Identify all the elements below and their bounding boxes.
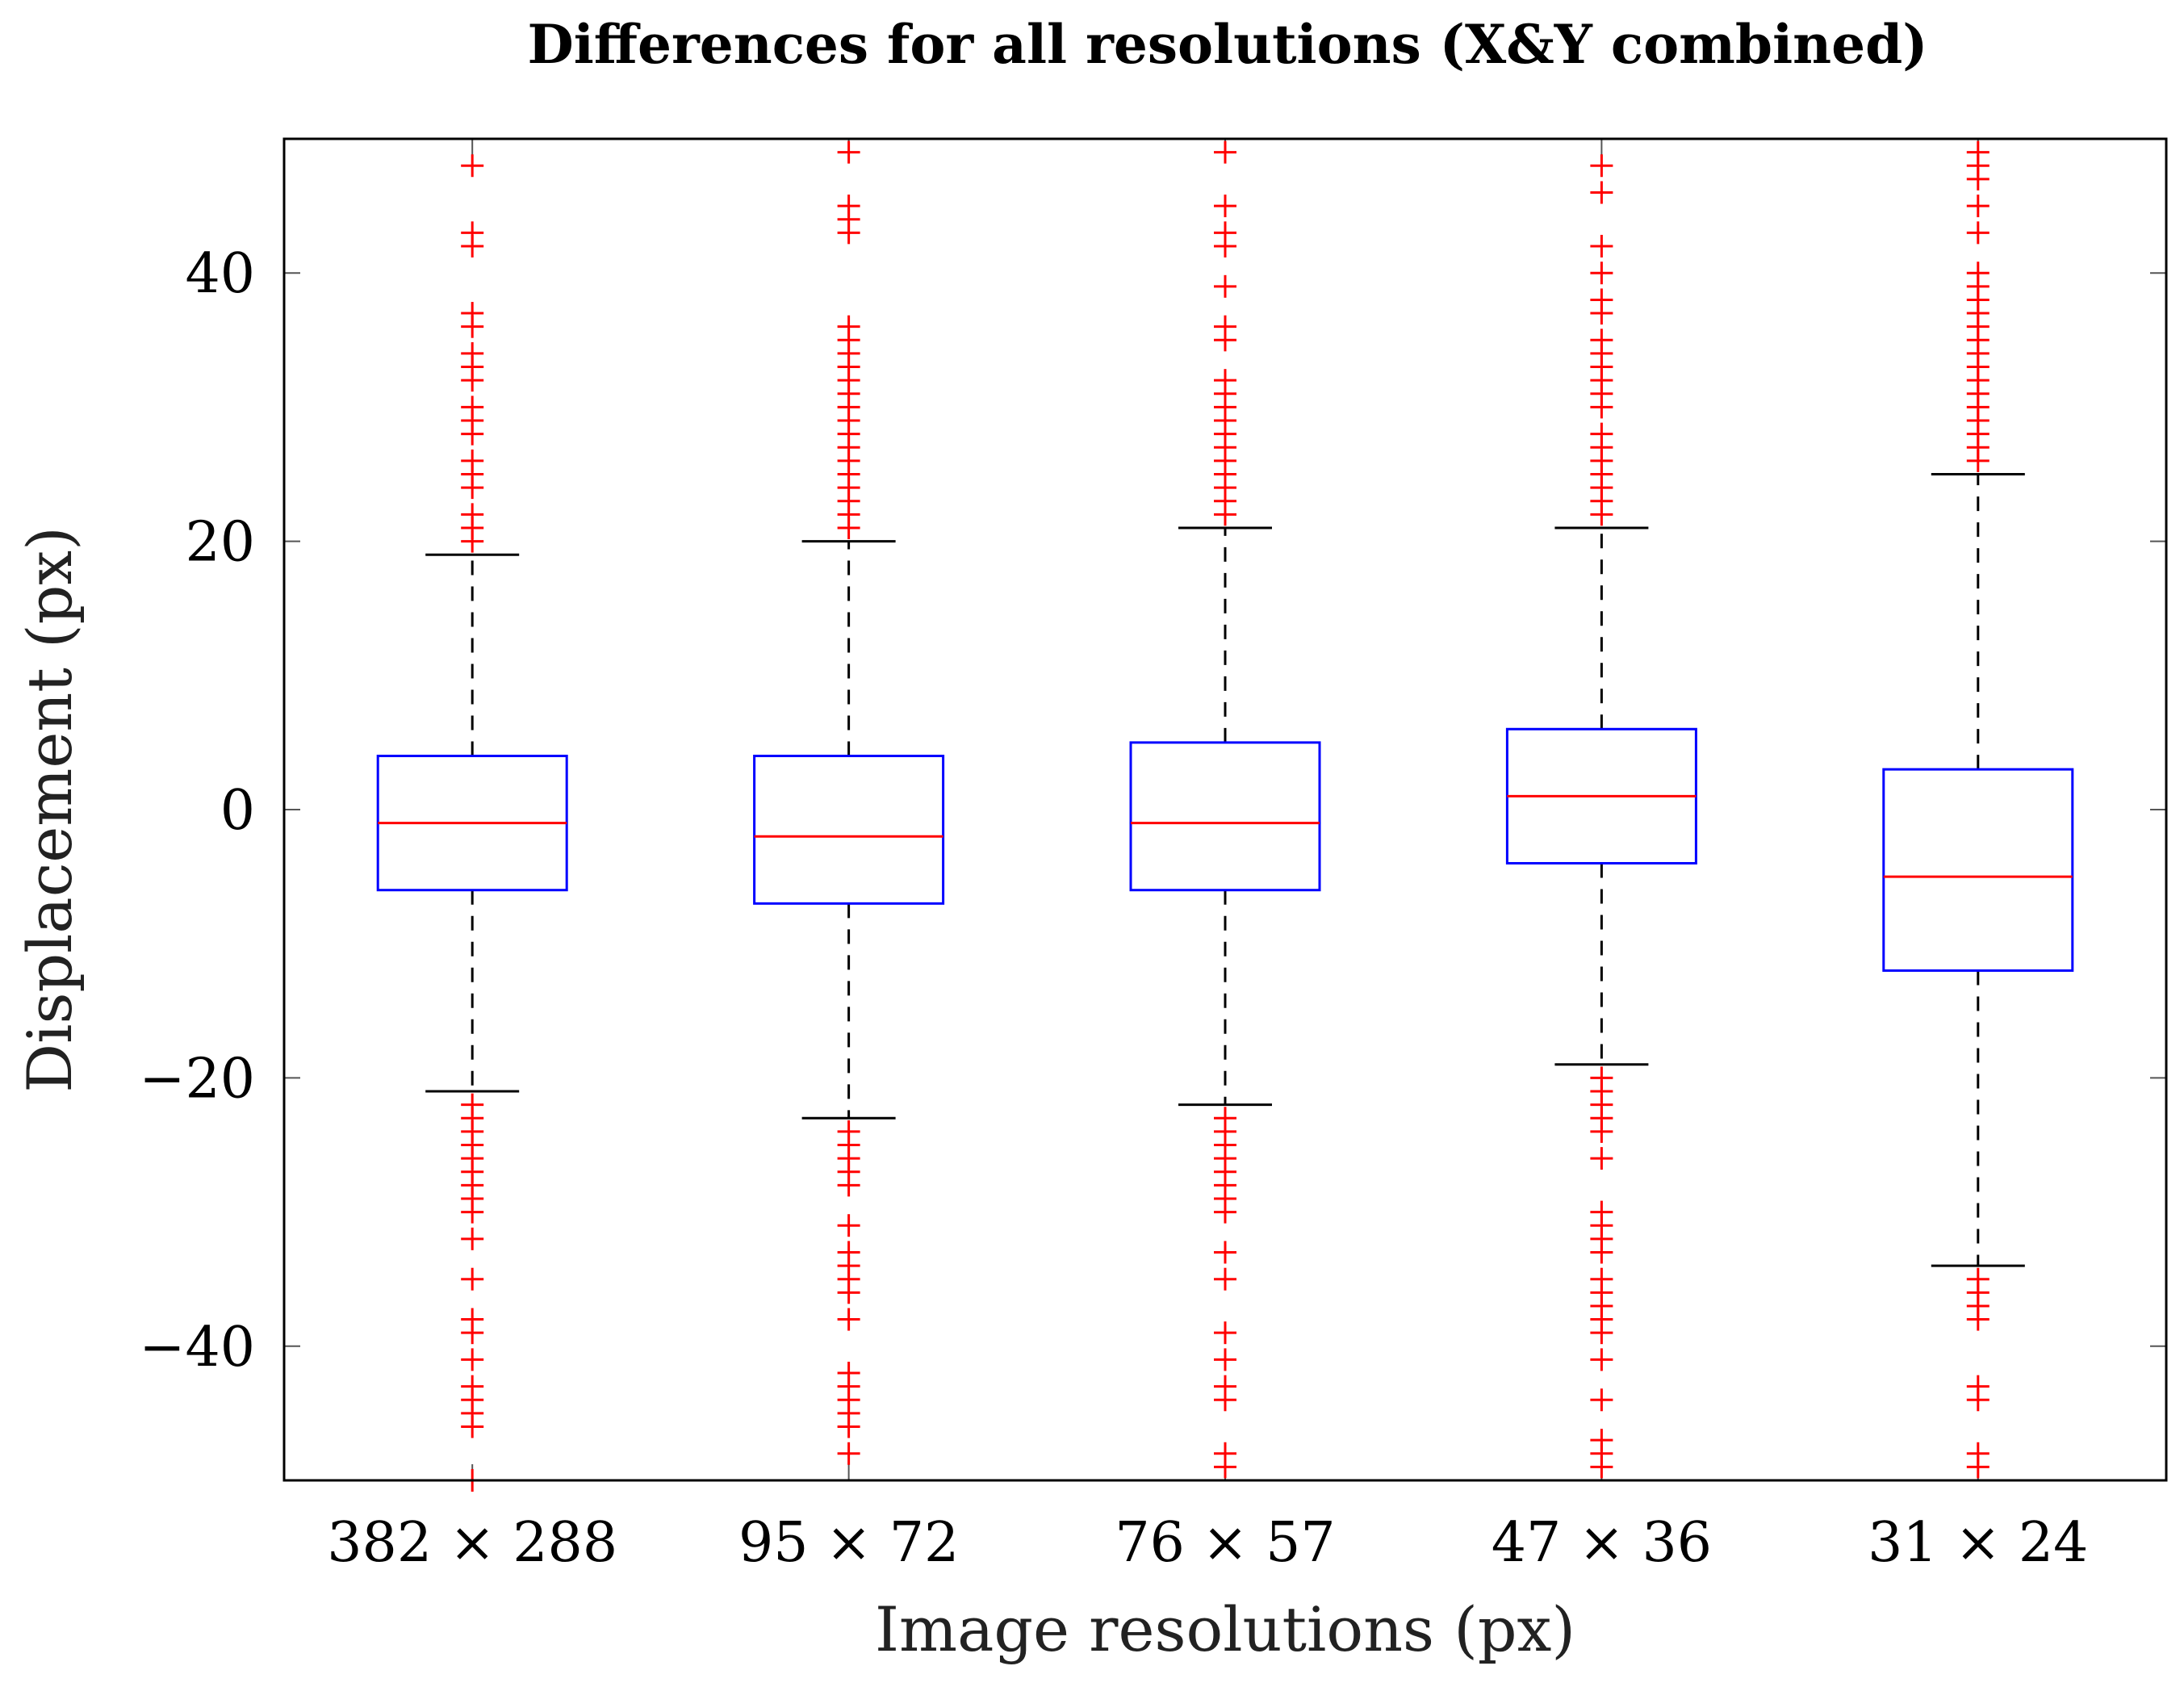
chart-title: Differences for all resolutions (X&Y com… [527,13,1927,76]
outlier-marker [1214,234,1236,257]
outlier-marker [837,1214,860,1237]
outlier-marker [461,234,484,257]
outlier-marker [1966,1388,1989,1412]
outlier-marker [1214,1348,1236,1371]
y-axis-label: Displacement (px) [14,526,86,1093]
outlier-marker [1590,1241,1613,1264]
outlier-marker [1214,1455,1236,1479]
iqr-box [1129,741,1321,892]
outlier-marker [837,1308,860,1331]
iqr-box [1882,768,2074,972]
outlier-marker [1590,181,1613,204]
outlier-marker [837,1442,860,1465]
outlier-marker [837,1174,860,1197]
plot-frame [282,137,2168,1482]
outlier-marker [461,315,484,338]
outlier-marker [461,476,484,500]
outlier-marker [1214,329,1236,352]
outlier-marker [837,221,860,245]
outlier-marker [1966,167,1989,190]
outlier-marker [1590,396,1613,419]
outlier-marker [461,1267,484,1291]
outlier-marker [837,516,860,539]
x-tick-label: 95 × 72 [738,1511,959,1575]
outlier-marker [1214,503,1236,526]
outlier-marker [1590,503,1613,526]
outlier-marker [1214,1200,1236,1224]
outlier-marker [1590,234,1613,257]
outlier-marker [1966,221,1989,245]
outlier-marker [1966,449,1989,472]
outlier-marker [837,1281,860,1304]
x-tick-label: 31 × 24 [1868,1511,2088,1575]
outlier-marker [461,1348,484,1371]
outlier-marker [1214,195,1236,218]
outlier-marker [1214,1241,1236,1264]
outlier-marker [1966,1455,1989,1479]
y-tick-label: 20 [185,511,255,575]
y-tick-label: −40 [139,1316,255,1379]
outlier-marker [1590,262,1613,285]
outlier-marker [1214,1321,1236,1345]
outlier-marker [1966,1308,1989,1331]
outlier-marker [1966,195,1989,218]
outlier-marker [1214,1388,1236,1412]
outlier-marker [837,1415,860,1438]
outlier-marker [461,154,484,178]
outlier-marker [461,1415,484,1438]
outlier-marker [1590,1348,1613,1371]
y-tick-label: 40 [185,242,255,306]
x-tick-label: 47 × 36 [1492,1511,1712,1575]
x-axis-label: Image resolutions (px) [875,1593,1575,1665]
x-tick-label: 382 × 288 [327,1511,617,1575]
outlier-marker [1214,1267,1236,1291]
outlier-marker [1590,154,1613,178]
outlier-marker [1214,274,1236,298]
outlier-marker [461,422,484,446]
outlier-marker [1590,302,1613,325]
x-tick-label: 76 × 57 [1115,1511,1335,1575]
outlier-marker [1590,1120,1613,1143]
outlier-marker [461,1321,484,1345]
outlier-marker [461,1200,484,1224]
outlier-marker [1590,1321,1613,1345]
outlier-marker [461,530,484,553]
outlier-marker [837,140,860,164]
y-tick-label: −20 [139,1047,255,1111]
outlier-marker [1590,1147,1613,1170]
outlier-marker [1214,140,1236,164]
outlier-marker [1590,1455,1613,1479]
y-tick-label: 0 [220,779,255,843]
outlier-marker [1590,1388,1613,1412]
iqr-box [753,755,945,905]
plot-area: −40 −20 0 20 40 382 × 288 95 × 72 76 × 57 47 × 3… [139,139,2166,1575]
outlier-marker [461,369,484,392]
outlier-marker [461,1227,484,1250]
